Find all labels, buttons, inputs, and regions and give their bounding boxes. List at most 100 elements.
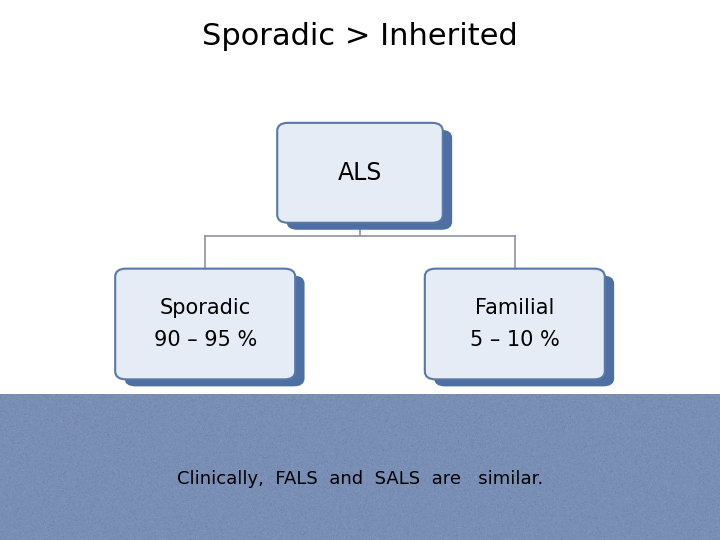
Point	[212, 512, 224, 521]
Point	[644, 443, 656, 451]
Point	[351, 520, 362, 529]
Point	[630, 491, 642, 500]
Point	[250, 406, 261, 415]
Point	[548, 397, 559, 406]
Point	[42, 460, 53, 468]
Point	[335, 472, 346, 481]
Point	[690, 467, 701, 476]
Point	[230, 514, 242, 522]
Point	[480, 481, 492, 490]
Point	[372, 500, 383, 508]
Point	[446, 407, 458, 415]
Point	[193, 390, 204, 399]
Point	[714, 531, 720, 539]
Point	[71, 400, 83, 408]
Point	[364, 454, 375, 462]
Point	[232, 392, 243, 400]
Point	[175, 399, 186, 408]
Point	[485, 439, 497, 448]
Point	[28, 438, 40, 447]
Point	[548, 476, 559, 484]
Point	[149, 512, 161, 521]
Point	[493, 510, 505, 518]
Point	[41, 417, 53, 426]
Point	[364, 460, 376, 469]
Point	[580, 427, 592, 435]
Point	[156, 435, 167, 444]
Point	[288, 423, 300, 431]
Point	[290, 431, 302, 440]
Point	[538, 478, 549, 487]
Point	[454, 407, 466, 415]
Point	[235, 401, 246, 409]
Point	[654, 522, 666, 530]
Point	[676, 442, 688, 451]
Point	[4, 438, 15, 447]
Point	[322, 449, 333, 457]
Point	[172, 458, 184, 467]
Point	[332, 491, 343, 500]
Point	[276, 508, 287, 516]
Point	[559, 471, 571, 480]
Point	[492, 465, 503, 474]
Point	[677, 470, 688, 478]
Point	[710, 428, 720, 437]
Point	[497, 520, 508, 529]
Point	[199, 526, 211, 535]
Point	[345, 492, 356, 501]
Point	[307, 451, 318, 460]
Point	[675, 413, 686, 422]
Point	[528, 404, 539, 413]
Point	[264, 498, 276, 507]
Point	[261, 438, 272, 447]
Point	[381, 491, 392, 500]
Point	[183, 480, 194, 488]
Point	[312, 487, 324, 496]
Point	[677, 411, 688, 420]
Point	[81, 504, 92, 513]
Point	[446, 466, 458, 475]
Point	[630, 450, 642, 459]
Point	[106, 514, 117, 522]
Point	[553, 412, 564, 421]
Point	[646, 414, 657, 422]
Point	[60, 414, 72, 422]
Point	[328, 535, 339, 540]
Point	[628, 429, 639, 437]
Point	[429, 443, 441, 451]
Point	[639, 396, 651, 404]
Point	[99, 452, 110, 461]
Point	[647, 444, 658, 453]
Point	[258, 534, 270, 540]
Point	[53, 435, 65, 443]
Point	[37, 390, 48, 399]
Point	[641, 449, 652, 457]
Point	[400, 485, 412, 494]
Point	[642, 530, 654, 538]
Point	[413, 438, 424, 447]
Point	[228, 485, 240, 494]
Point	[186, 447, 198, 455]
Point	[601, 397, 613, 406]
Point	[453, 429, 464, 438]
Point	[230, 406, 241, 415]
Point	[35, 507, 47, 516]
Point	[604, 475, 616, 483]
Point	[460, 535, 472, 540]
Point	[518, 516, 529, 525]
Point	[200, 464, 212, 472]
Point	[612, 406, 624, 415]
Point	[198, 420, 210, 429]
Point	[343, 509, 355, 518]
Point	[207, 461, 219, 470]
Point	[633, 500, 644, 508]
Point	[697, 428, 708, 437]
Point	[20, 400, 32, 409]
Point	[218, 460, 230, 469]
Point	[232, 435, 243, 443]
Point	[275, 516, 287, 525]
Point	[49, 531, 60, 540]
Point	[360, 457, 372, 466]
Point	[619, 506, 631, 515]
Point	[265, 465, 276, 474]
